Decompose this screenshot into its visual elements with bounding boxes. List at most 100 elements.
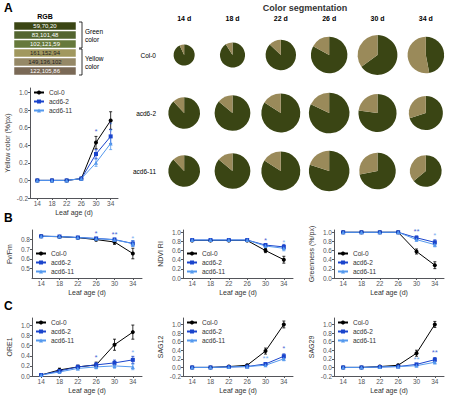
svg-text:22: 22 <box>63 200 71 207</box>
svg-text:acd6-11: acd6-11 <box>49 107 72 114</box>
svg-text:14: 14 <box>340 280 348 287</box>
svg-text:30: 30 <box>413 378 421 385</box>
svg-text:14: 14 <box>340 378 348 385</box>
svg-text:26: 26 <box>244 378 252 385</box>
svg-text:acd6-2: acd6-2 <box>353 328 373 335</box>
svg-text:0.0: 0.0 <box>172 275 181 282</box>
svg-text:Leaf age (d): Leaf age (d) <box>68 387 106 395</box>
svg-text:*: * <box>131 348 134 357</box>
svg-text:acd6-11: acd6-11 <box>353 337 376 344</box>
svg-text:30: 30 <box>111 280 119 287</box>
svg-text:0.2: 0.2 <box>172 265 181 272</box>
svg-text:0.6: 0.6 <box>19 124 28 131</box>
svg-text:59,70,20: 59,70,20 <box>33 23 57 29</box>
svg-text:0.5: 0.5 <box>21 265 30 272</box>
svg-text:14: 14 <box>38 280 46 287</box>
svg-text:34: 34 <box>129 280 137 287</box>
svg-text:26: 26 <box>244 280 252 287</box>
svg-text:30: 30 <box>262 378 270 385</box>
svg-text:acd6-2: acd6-2 <box>202 259 222 266</box>
svg-text:acd6-2: acd6-2 <box>49 98 69 105</box>
svg-text:*: * <box>264 236 267 245</box>
svg-text:SAG29: SAG29 <box>308 336 315 359</box>
svg-text:**: ** <box>262 354 268 363</box>
svg-text:22 d: 22 d <box>274 15 288 22</box>
svg-text:Greenness (%/px): Greenness (%/px) <box>308 226 316 282</box>
svg-text:149,136,102: 149,136,102 <box>28 59 62 65</box>
svg-text:Col-0: Col-0 <box>353 319 369 326</box>
svg-text:14: 14 <box>189 378 197 385</box>
svg-text:Col-0: Col-0 <box>140 52 156 59</box>
svg-text:34: 34 <box>280 378 288 385</box>
svg-text:22: 22 <box>74 378 82 385</box>
svg-text:0.8: 0.8 <box>172 238 181 245</box>
svg-text:0.6: 0.6 <box>172 338 181 345</box>
svg-text:18: 18 <box>358 378 366 385</box>
svg-text:*: * <box>109 127 112 136</box>
svg-text:acd6-11: acd6-11 <box>202 337 225 344</box>
svg-text:NDVI RI: NDVI RI <box>157 241 164 267</box>
svg-text:26: 26 <box>78 200 86 207</box>
svg-text:26: 26 <box>93 280 101 287</box>
svg-text:Leaf age (d): Leaf age (d) <box>219 387 257 395</box>
svg-text:0.0: 0.0 <box>21 373 30 380</box>
svg-text:Green: Green <box>85 28 103 35</box>
svg-text:0.6: 0.6 <box>323 338 332 345</box>
svg-text:1.0: 1.0 <box>323 229 332 236</box>
svg-text:Yellow color (%/px): Yellow color (%/px) <box>4 113 12 172</box>
svg-text:34: 34 <box>431 280 439 287</box>
svg-text:30: 30 <box>92 200 100 207</box>
svg-text:**: ** <box>111 230 117 239</box>
svg-text:acd6-11: acd6-11 <box>133 168 156 175</box>
svg-text:acd6-2: acd6-2 <box>51 328 71 335</box>
svg-text:0.4: 0.4 <box>323 256 332 263</box>
svg-text:A: A <box>4 1 13 15</box>
svg-text:30: 30 <box>413 280 421 287</box>
svg-text:18: 18 <box>358 280 366 287</box>
svg-text:Leaf age (d): Leaf age (d) <box>68 289 106 297</box>
svg-text:0.6: 0.6 <box>21 255 30 262</box>
svg-text:Col-0: Col-0 <box>51 319 67 326</box>
svg-text:C: C <box>4 299 13 313</box>
svg-text:acd6-11: acd6-11 <box>51 268 74 275</box>
svg-text:Yellow: Yellow <box>85 55 104 62</box>
svg-text:18: 18 <box>56 378 64 385</box>
svg-text:161,152,94: 161,152,94 <box>30 50 61 56</box>
svg-text:-0.2: -0.2 <box>17 195 29 202</box>
svg-text:*: * <box>282 238 285 247</box>
svg-text:18: 18 <box>56 280 64 287</box>
svg-text:0.6: 0.6 <box>172 247 181 254</box>
svg-text:34: 34 <box>431 378 439 385</box>
svg-text:102,121,59: 102,121,59 <box>30 41 61 47</box>
svg-text:26: 26 <box>93 378 101 385</box>
svg-text:Leaf age (d): Leaf age (d) <box>55 209 93 217</box>
svg-text:acd6-2: acd6-2 <box>51 259 71 266</box>
svg-text:acd6-2: acd6-2 <box>353 259 373 266</box>
svg-text:18: 18 <box>207 378 215 385</box>
svg-text:Col-0: Col-0 <box>353 250 369 257</box>
svg-text:22: 22 <box>376 280 384 287</box>
svg-text:0.8: 0.8 <box>323 238 332 245</box>
svg-text:*: * <box>95 353 98 362</box>
svg-text:**: ** <box>413 355 419 364</box>
svg-text:acd6-2: acd6-2 <box>136 110 156 117</box>
svg-text:0.0: 0.0 <box>323 275 332 282</box>
svg-text:1.0: 1.0 <box>172 229 181 236</box>
svg-text:22: 22 <box>74 280 82 287</box>
svg-text:0.8: 0.8 <box>21 332 30 339</box>
svg-text:acd6-11: acd6-11 <box>353 268 376 275</box>
svg-text:14: 14 <box>38 378 46 385</box>
svg-text:Col-0: Col-0 <box>51 250 67 257</box>
svg-text:0.6: 0.6 <box>21 342 30 349</box>
svg-text:*: * <box>131 234 134 243</box>
svg-text:acd6-11: acd6-11 <box>202 268 225 275</box>
svg-text:0.4: 0.4 <box>323 347 332 354</box>
svg-text:-0.2: -0.2 <box>170 373 182 380</box>
svg-text:0.0: 0.0 <box>172 364 181 371</box>
svg-text:0.6: 0.6 <box>323 247 332 254</box>
svg-text:122,105,86: 122,105,86 <box>30 68 61 74</box>
svg-text:0.8: 0.8 <box>323 330 332 337</box>
svg-text:*: * <box>282 344 285 353</box>
svg-text:Leaf age (d): Leaf age (d) <box>370 387 408 395</box>
svg-text:Leaf age (d): Leaf age (d) <box>370 289 408 297</box>
